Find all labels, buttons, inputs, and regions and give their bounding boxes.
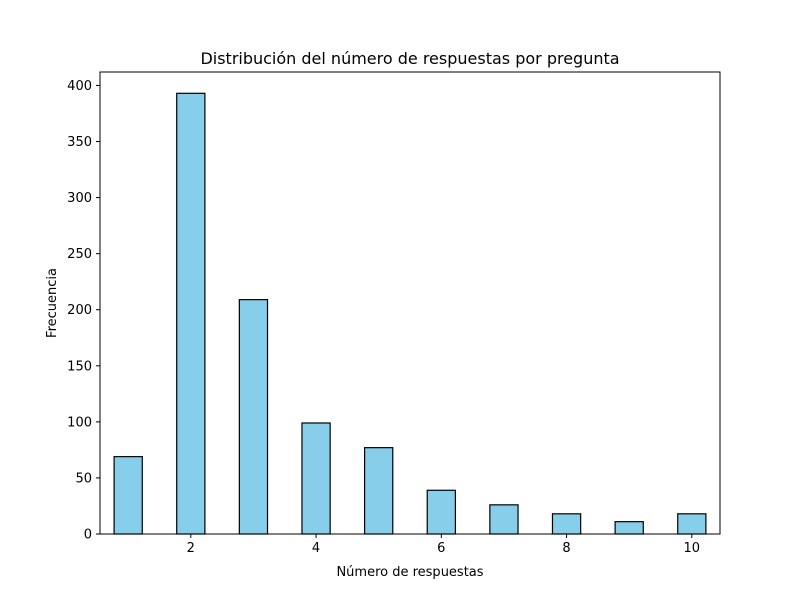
y-axis-label: Frecuencia (45, 268, 60, 338)
x-axis-ticks: 2 4 6 8 10 (187, 534, 700, 556)
chart-title: Distribución del número de respuestas po… (200, 49, 619, 68)
y-tick-label: 400 (67, 79, 92, 94)
bar-7 (489, 504, 519, 535)
y-tick-label: 200 (67, 303, 92, 318)
bar-3 (238, 299, 269, 535)
bar-9 (614, 521, 644, 535)
bar-10 (677, 513, 707, 535)
x-tick-label: 8 (562, 541, 570, 556)
plot-area-frame (99, 71, 721, 535)
y-tick-label: 0 (84, 528, 92, 543)
bar-8 (551, 513, 582, 535)
bar-1 (113, 456, 143, 535)
y-tick-label: 150 (67, 359, 92, 374)
y-tick-label: 350 (67, 135, 92, 150)
y-tick-label: 50 (75, 471, 92, 486)
y-axis-ticks: 0 50 100 150 200 250 300 350 400 (67, 79, 100, 543)
x-tick-label: 10 (684, 541, 701, 556)
x-tick-label: 6 (437, 541, 445, 556)
y-tick-label: 300 (67, 191, 92, 206)
y-tick-label: 250 (67, 247, 92, 262)
y-tick-label: 100 (67, 415, 92, 430)
x-tick-label: 2 (187, 541, 195, 556)
bar-6 (426, 489, 457, 535)
bar-5 (363, 447, 394, 535)
bar-4 (301, 422, 331, 535)
bars-group (113, 92, 707, 535)
x-axis-label: Número de respuestas (336, 565, 483, 580)
bar-2 (176, 92, 206, 535)
x-tick-label: 4 (312, 541, 320, 556)
